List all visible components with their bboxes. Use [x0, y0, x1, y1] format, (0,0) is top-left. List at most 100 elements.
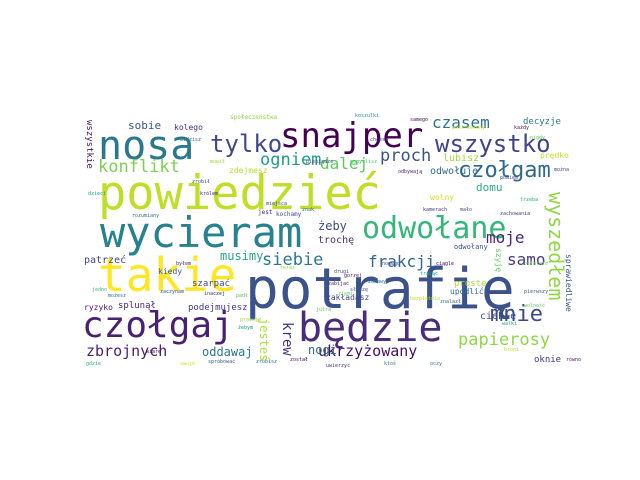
word-bedzie: będzie	[298, 305, 443, 351]
word-trzeba: trzeba	[520, 197, 539, 203]
word-powiem: powiem	[500, 175, 519, 181]
word-pracuje: pracuję	[240, 317, 262, 323]
word-dalej: dalej	[320, 154, 369, 173]
word-takie: takie	[98, 248, 237, 302]
word-wolny: wolny	[430, 193, 455, 202]
word-nogi: nogi	[308, 343, 337, 357]
word-kazdy: każdy	[514, 125, 530, 131]
word-powiedziec: powiedzieć	[98, 166, 381, 221]
word-pierwszy: pierwszy	[524, 289, 549, 295]
word-krew: krew	[279, 322, 295, 356]
word-czasem: czasem	[432, 113, 490, 132]
word-nosa: nosa	[98, 123, 195, 169]
word-snajper: snajper	[280, 116, 424, 156]
word-rowno: równo	[566, 357, 582, 363]
word-jedno: jedno	[92, 287, 108, 293]
word-uwierzyc: uwierzyć	[326, 363, 351, 369]
word-mnie: mnie	[490, 302, 543, 327]
word-patrzec: patrzeć	[84, 255, 127, 266]
word-gorzej: gorzej	[344, 273, 363, 279]
word-pomyslisz: pomyślisz	[350, 159, 378, 165]
word-dzieci: dzieci	[88, 191, 107, 197]
word-zeby: żeby	[318, 219, 347, 233]
word-odwolane: odwołane	[362, 211, 507, 246]
word-bezplatnie: bezpłatnie	[410, 296, 441, 302]
word-miejsca: miejsca	[266, 201, 288, 207]
word-kolego: kolego	[174, 123, 203, 132]
word-znalazl: znalazł	[440, 299, 462, 305]
word-wiare: wiarę	[146, 349, 162, 355]
word-ziemi: ziemi	[338, 291, 354, 297]
word-cloud: powiedzieć potrafię wycieram takie będzi…	[80, 112, 582, 372]
word-wszystkie: wszystkie	[84, 120, 94, 169]
word-ciebie: ciebie	[480, 311, 517, 322]
word-inaczej: inaczej	[204, 291, 226, 297]
word-sprobowac: spróbować	[208, 359, 236, 365]
word-ogniem: ogniem	[260, 150, 322, 170]
word-broni: broni	[504, 347, 520, 353]
word-tylko: tylko	[210, 130, 283, 158]
word-padl: padł	[236, 293, 249, 299]
word-postrzelony: postrzelony	[452, 125, 486, 131]
word-zabijac: zabijać	[328, 281, 350, 287]
word-moje: moje	[486, 228, 525, 247]
word-tracac: tracąc	[420, 271, 439, 277]
word-nowego: nowego	[382, 261, 401, 267]
word-zrobisz: zrobisz	[256, 359, 278, 365]
word-jest: jest	[258, 209, 273, 216]
word-sobie: sobie	[128, 119, 162, 132]
word-jestes: jesteś	[257, 318, 271, 362]
word-domu: domu	[476, 181, 503, 194]
word-sprawiedliwe: sprawiedliwe	[564, 254, 573, 312]
word-decyzje: decyzje	[523, 117, 561, 127]
word-wyszedlem: wyszedłem	[544, 192, 568, 301]
word-widzisz: widzisz	[180, 137, 202, 143]
word-zbrojnych: zbrojnych	[86, 342, 168, 360]
word-wycieram: wycieram	[100, 208, 303, 257]
word-predko: prędko	[540, 151, 569, 160]
word-mozna: można	[554, 167, 570, 173]
word-chcesz: chcesz	[370, 137, 389, 143]
word-jutra: jutra	[316, 307, 332, 313]
word-samo: samo	[507, 250, 546, 269]
word-czolgaj: czołgaj	[82, 305, 234, 346]
word-mowil: mówił	[210, 159, 226, 165]
word-zaczynam: zaczynam	[160, 289, 185, 295]
word-drugi: drugi	[334, 269, 350, 275]
word-potrafie: potrafię	[245, 257, 515, 322]
word-oczy: oczy	[430, 361, 443, 367]
word-odbywaja: odbywają	[398, 169, 423, 175]
word-papierosy: papierosy	[458, 330, 551, 350]
word-lubisz: lubisz	[443, 153, 480, 164]
word-podejmujesz: podejmujesz	[188, 303, 248, 313]
word-frakcji: frakcji	[368, 252, 436, 271]
word-zostal: został	[290, 357, 309, 363]
word-zdejmesz: zdejmesz	[229, 166, 268, 175]
word-samego: samego	[410, 117, 429, 123]
word-czolgam: czołgam	[458, 158, 551, 183]
word-kochamy: kochamy	[276, 211, 302, 218]
word-nigdy: nigdy	[530, 135, 546, 141]
word-proch: proch	[380, 146, 432, 166]
word-proste: proste	[454, 279, 487, 289]
word-oddawaj: oddawaj	[202, 345, 253, 359]
word-ryzyko: ryzyko	[84, 303, 113, 312]
word-siebie: siebie	[262, 250, 324, 270]
word-ktos: ktoś	[384, 361, 397, 367]
word-walki: walki	[502, 321, 518, 327]
word-malo: mało	[460, 207, 473, 213]
word-odwoluje: odwołuje	[430, 166, 479, 177]
word-ukrzyzowany: ukrzyżowany	[318, 342, 418, 360]
word-pieniadze: pieniądze	[306, 159, 334, 165]
word-znak: znak	[302, 207, 315, 213]
word-ciagle: ciągle	[436, 261, 455, 267]
word-zebym: żebym	[238, 325, 254, 331]
word-upodlic: upodlić	[450, 287, 484, 296]
word-ostatnie: ostatnie	[524, 261, 549, 267]
word-koszulki: koszulki	[355, 113, 380, 119]
word-musimy: musimy	[220, 249, 264, 263]
word-troche: trochę	[318, 235, 355, 246]
word-oknie: oknie	[534, 355, 562, 365]
word-splunal: splunął	[118, 301, 156, 311]
